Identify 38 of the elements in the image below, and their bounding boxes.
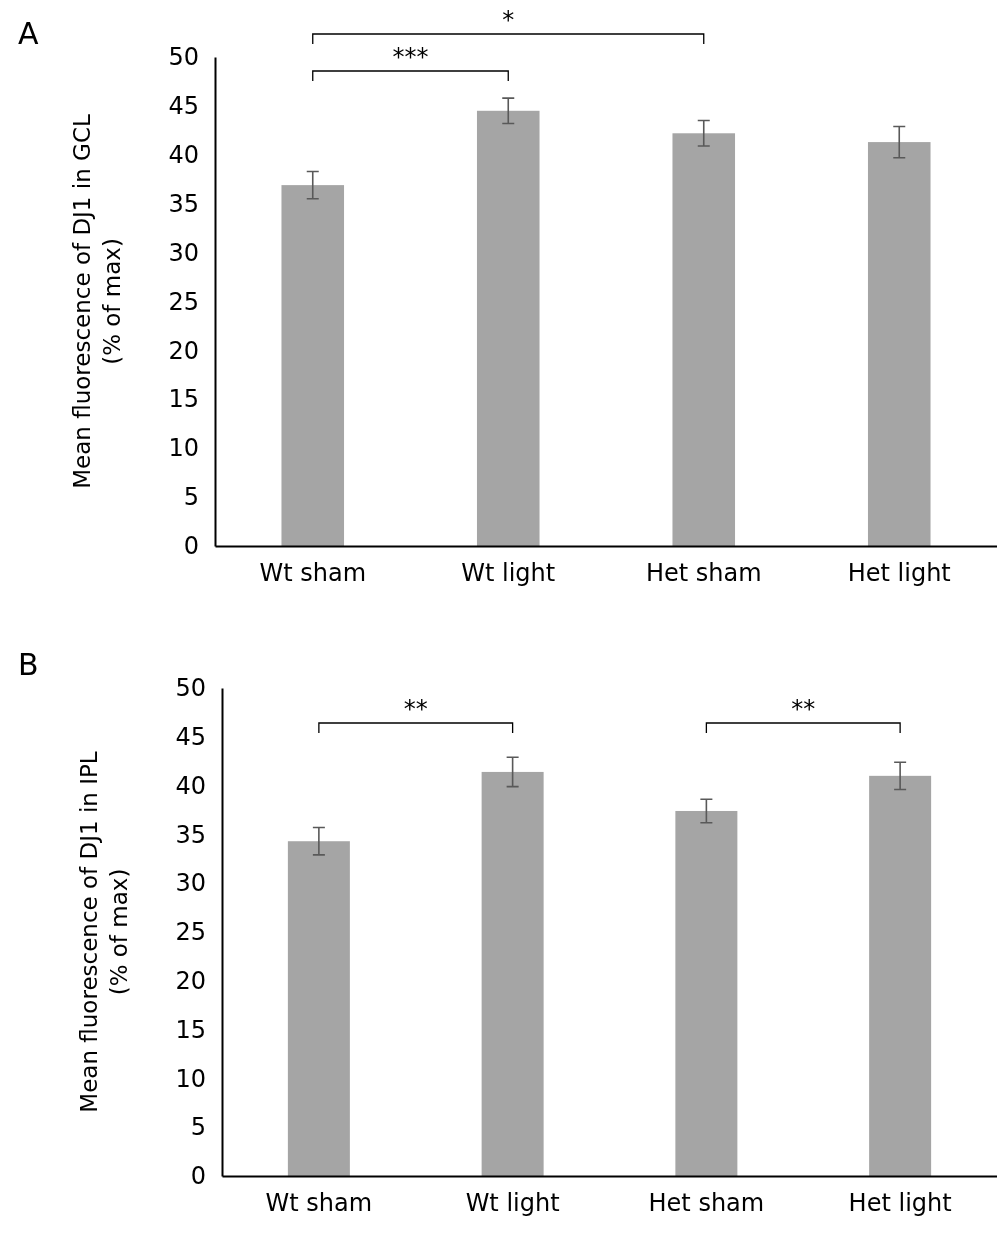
text: * — [502, 6, 515, 34]
y-tick-label: 30 — [175, 869, 206, 898]
x-tick-label: Het sham — [648, 1189, 765, 1218]
y-tick-label: 35 — [168, 189, 199, 218]
y-axis-title: Mean fluorescence of DJ1 in IPL (% of max) — [76, 751, 132, 1113]
y-tick-label: 0 — [183, 532, 199, 561]
y-tick-label: 20 — [175, 966, 206, 995]
annotation: ** — [791, 695, 816, 723]
x-tick-label: Het sham — [645, 559, 762, 588]
x-tick-label: Wt light — [465, 1189, 560, 1218]
y-tick-label: 5 — [190, 1113, 206, 1142]
chart-title: A — [18, 16, 39, 51]
y-tick-label: 45 — [175, 722, 206, 751]
x-tick-label: Wt sham — [259, 559, 367, 588]
y-axis-title: Mean fluorescence of DJ1 in GCL (% of max) — [69, 114, 125, 489]
y-tick-label: 20 — [168, 336, 199, 365]
y-tick-label: 0 — [190, 1162, 206, 1191]
y-tick-label: 15 — [168, 385, 199, 414]
y-tick-label: 25 — [168, 287, 199, 316]
y-tick-label: 15 — [175, 1015, 206, 1044]
chart-title: B — [18, 647, 39, 682]
y-tick-label: 5 — [183, 483, 199, 512]
y-tick-label: 25 — [175, 918, 206, 947]
x-tick-label: Het light — [848, 1189, 952, 1218]
y-tick-label: 40 — [168, 140, 199, 169]
y-tick-label: 10 — [175, 1064, 206, 1093]
y-tick-label: 45 — [168, 92, 199, 121]
y-tick-label: 35 — [175, 820, 206, 849]
y-tick-label: 30 — [168, 238, 199, 267]
x-tick-label: Wt sham — [265, 1189, 373, 1218]
annotation: ** — [403, 695, 428, 723]
y-tick-label: 40 — [175, 771, 206, 800]
y-tick-label: 50 — [168, 43, 199, 72]
y-tick-label: 50 — [175, 674, 206, 703]
x-tick-label: Wt light — [461, 559, 556, 588]
x-tick-label: Het light — [847, 559, 951, 588]
annotation: *** — [392, 43, 429, 71]
y-tick-label: 10 — [168, 434, 199, 463]
